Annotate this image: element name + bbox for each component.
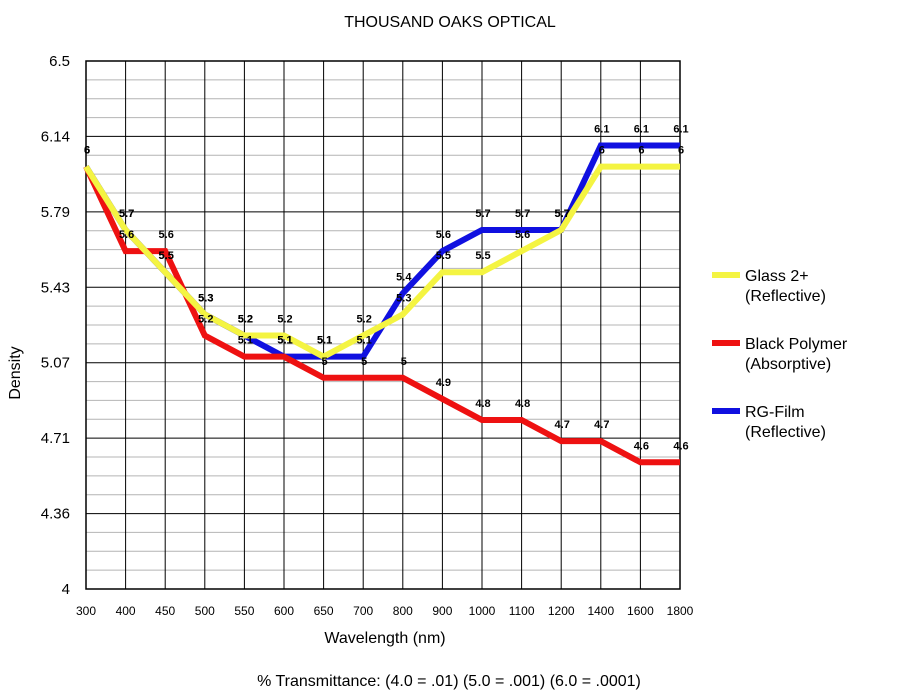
data-label: 4.7	[594, 419, 609, 431]
y-tick-label: 4	[62, 581, 70, 598]
data-label: 5.1	[357, 335, 372, 347]
data-label: 5.5	[159, 250, 174, 262]
data-label: 6	[599, 145, 605, 157]
x-tick-label: 800	[393, 604, 413, 618]
y-tick-label: 5.43	[41, 279, 70, 296]
data-label: 6	[84, 145, 90, 157]
data-label: 5.7	[555, 208, 570, 220]
data-label: 5.5	[436, 250, 451, 262]
y-tick-label: 6.5	[49, 53, 70, 70]
x-tick-label: 550	[234, 604, 254, 618]
data-label: 5.1	[277, 335, 292, 347]
data-label: 5	[361, 356, 367, 368]
data-label: 6.1	[673, 123, 688, 135]
data-label: 5.7	[475, 208, 490, 220]
data-label: 5.3	[396, 292, 411, 304]
legend-label: (Absorptive)	[745, 356, 831, 373]
data-label: 5.1	[317, 335, 332, 347]
data-label: 6.1	[594, 123, 609, 135]
y-axis-label: Density	[7, 346, 24, 399]
data-label: 5.7	[555, 208, 570, 220]
data-label: 6.1	[634, 123, 649, 135]
data-label: 5.7	[119, 208, 134, 220]
legend-label: RG-Film	[745, 404, 805, 421]
data-label: 5.7	[515, 208, 530, 220]
grid	[85, 60, 681, 590]
data-label: 5.4	[396, 271, 412, 283]
data-label: 5.1	[277, 335, 292, 347]
data-label: 4.7	[555, 419, 570, 431]
data-label: 5.2	[238, 314, 253, 326]
data-label: 5.2	[357, 314, 372, 326]
legend: Glass 2+ (Reflective) Black Polymer (Absorp…	[712, 268, 848, 441]
y-tick-label: 4.71	[41, 430, 70, 447]
y-tick-label: 4.36	[41, 506, 70, 523]
x-tick-label: 1100	[509, 604, 535, 618]
x-tick-label: 400	[116, 604, 136, 618]
data-label: 6	[84, 145, 90, 157]
x-tick-label: 600	[274, 604, 294, 618]
data-label: 5.3	[198, 292, 213, 304]
x-tick-label: 1200	[548, 604, 575, 618]
x-axis-label: Wavelength (nm)	[324, 630, 445, 647]
x-tick-label: 450	[155, 604, 175, 618]
series-lines	[83, 142, 680, 466]
data-label: 4.9	[436, 377, 451, 389]
data-label: 5	[401, 356, 407, 368]
data-label: 4.6	[673, 440, 688, 452]
legend-label: (Reflective)	[745, 288, 826, 305]
data-label: 5.5	[159, 250, 174, 262]
chart-title: THOUSAND OAKS OPTICAL	[344, 14, 556, 31]
data-label: 5.2	[198, 314, 213, 326]
data-label: 5.7	[119, 208, 134, 220]
data-label: 6	[678, 145, 684, 157]
y-tick-label: 5.07	[41, 355, 70, 372]
data-label: 5.6	[515, 229, 530, 241]
data-label: 5.5	[475, 250, 490, 262]
data-label: 5.6	[159, 229, 174, 241]
data-label: 5.2	[277, 314, 292, 326]
series-line	[83, 163, 680, 361]
data-label: 5.1	[317, 335, 332, 347]
legend-label: (Reflective)	[745, 424, 826, 441]
data-labels: 6 5.7 5.5 5.3 5.2 5.1 5.1 5.1 5.4 5.6 5.7 5.7 5.7 6.1…	[84, 123, 689, 452]
x-tick-label: 1800	[667, 604, 694, 618]
data-label: 4.8	[515, 398, 530, 410]
data-label: 5	[322, 356, 328, 368]
data-label: 6	[84, 145, 90, 157]
axis-ticks: 4 4.36 4.71 5.07 5.43 5.79 6.14 6.5 300 400 450 500…	[41, 53, 694, 618]
x-tick-label: 650	[314, 604, 334, 618]
x-tick-label: 900	[432, 604, 452, 618]
data-label: 5.6	[436, 229, 451, 241]
x-tick-label: 500	[195, 604, 215, 618]
footnote: % Transmittance: (4.0 = .01) (5.0 = .001…	[257, 673, 641, 690]
x-tick-label: 1400	[587, 604, 614, 618]
x-tick-label: 700	[353, 604, 373, 618]
x-tick-label: 1000	[469, 604, 496, 618]
data-label: 6	[638, 145, 644, 157]
y-tick-label: 5.79	[41, 204, 70, 221]
y-tick-label: 6.14	[41, 128, 70, 145]
data-label: 4.6	[634, 440, 649, 452]
data-label: 4.8	[475, 398, 490, 410]
data-label: 5.1	[238, 335, 253, 347]
data-label: 5.2	[238, 314, 253, 326]
data-label: 5.3	[198, 292, 213, 304]
x-tick-label: 300	[76, 604, 96, 618]
plot-frame	[85, 60, 681, 590]
legend-label: Glass 2+	[745, 268, 809, 285]
x-tick-label: 1600	[627, 604, 654, 618]
legend-label: Black Polymer	[745, 336, 848, 353]
data-label: 5.6	[119, 229, 134, 241]
series-line	[83, 165, 680, 466]
